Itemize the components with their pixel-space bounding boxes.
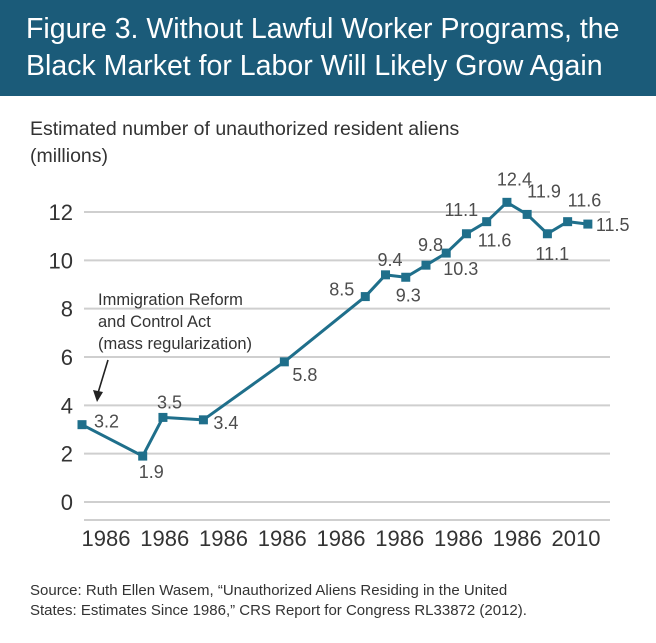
data-label: 12.4 xyxy=(497,169,532,189)
data-point xyxy=(542,229,552,239)
x-tick-label: 2010 xyxy=(552,526,601,551)
y-axis-label-line-2: (millions) xyxy=(30,145,108,167)
data-point xyxy=(381,270,391,280)
annotation-arrow-head xyxy=(93,390,103,402)
data-point xyxy=(441,248,451,258)
y-tick-label: 2 xyxy=(61,442,73,467)
data-label: 10.3 xyxy=(443,259,478,279)
y-tick-label: 10 xyxy=(49,248,73,273)
y-tick-label: 0 xyxy=(61,490,73,515)
annotation-text: and Control Act xyxy=(98,313,211,331)
data-label: 9.8 xyxy=(418,235,443,255)
x-tick-label: 1986 xyxy=(493,526,542,551)
data-label: 11.6 xyxy=(478,231,512,251)
annotation-text: Immigration Reform xyxy=(98,291,243,309)
data-point xyxy=(522,209,532,219)
data-label: 3.2 xyxy=(94,412,119,432)
data-label: 9.3 xyxy=(396,285,421,305)
data-point xyxy=(77,420,87,430)
data-point xyxy=(583,219,593,229)
annotation-text: (mass regularization) xyxy=(98,335,252,353)
data-label: 3.4 xyxy=(213,413,238,433)
data-label: 11.1 xyxy=(444,200,478,220)
x-tick-label: 1986 xyxy=(140,526,189,551)
y-tick-label: 12 xyxy=(49,200,73,225)
data-label: 1.9 xyxy=(139,462,164,482)
data-point xyxy=(461,229,471,239)
data-label: 5.8 xyxy=(292,365,317,385)
y-tick-label: 8 xyxy=(61,297,73,322)
source-note-line-2: States: Estimates Since 1986,” CRS Repor… xyxy=(30,602,527,619)
data-label: 3.5 xyxy=(157,392,182,412)
x-tick-label: 1986 xyxy=(317,526,366,551)
source-note-line-1: Source: Ruth Ellen Wasem, “Unauthorized … xyxy=(30,582,508,599)
data-label: 8.5 xyxy=(329,280,354,300)
figure-title-line-1: Figure 3. Without Lawful Worker Programs… xyxy=(26,13,620,45)
y-tick-label: 6 xyxy=(61,345,73,370)
data-label: 11.1 xyxy=(535,244,569,264)
x-tick-label: 1986 xyxy=(375,526,424,551)
data-point xyxy=(279,357,289,367)
data-point xyxy=(421,260,431,270)
data-label: 11.6 xyxy=(568,191,602,211)
line-chart: 0 2 4 6 8 10 12 1986 1986 1986 1986 1986 1986 1986 198… xyxy=(49,169,630,551)
data-point xyxy=(158,412,168,422)
data-point xyxy=(198,415,208,425)
data-label: 11.9 xyxy=(527,181,561,201)
y-tick-label: 4 xyxy=(61,393,73,418)
x-tick-label: 1986 xyxy=(434,526,483,551)
data-point xyxy=(482,217,492,227)
figure-title-line-2: Black Market for Labor Will Likely Grow … xyxy=(26,50,603,82)
data-point xyxy=(360,292,370,302)
x-tick-label: 1986 xyxy=(258,526,307,551)
data-point xyxy=(138,451,148,461)
data-point xyxy=(563,217,573,227)
y-axis-label-line-1: Estimated number of unauthorized residen… xyxy=(30,118,460,140)
data-label: 11.5 xyxy=(596,215,630,235)
data-point xyxy=(502,197,512,207)
annotation-arrow-shaft xyxy=(97,359,109,394)
x-tick-label: 1986 xyxy=(199,526,248,551)
data-label: 9.4 xyxy=(378,250,403,270)
data-point xyxy=(401,272,411,282)
x-tick-label: 1986 xyxy=(82,526,131,551)
figure-title-banner: Figure 3. Without Lawful Worker Programs… xyxy=(0,0,656,96)
